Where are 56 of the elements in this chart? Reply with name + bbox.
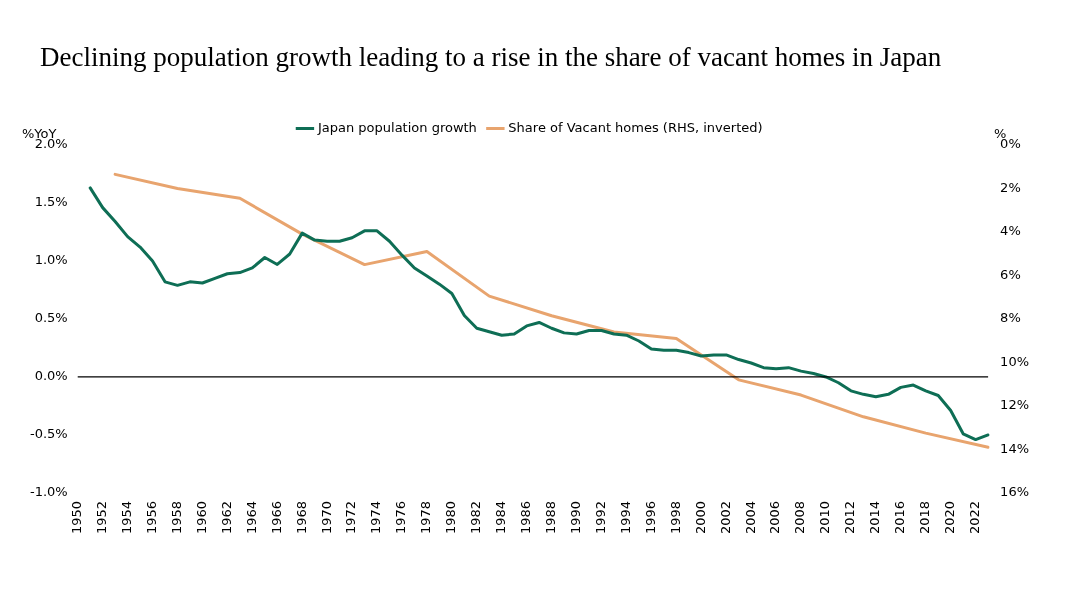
x-tick-label: 1970 [318,500,334,535]
x-tick-label: 1996 [642,500,658,535]
y2-tick-label: 16% [1000,484,1030,500]
x-tick-label: 1964 [243,500,259,535]
y2-tick-label: 2% [1000,179,1021,195]
x-tick-label: 1986 [518,500,534,535]
x-tick-label: 1954 [118,500,134,535]
x-tick-label: 1982 [468,500,484,535]
y-tick-label: 0.0% [34,368,68,384]
x-tick-label: 1980 [443,500,459,535]
x-tick-label: 2004 [742,500,758,535]
y2-tick-label: 10% [1000,353,1030,369]
x-tick-label: 1998 [667,500,683,535]
y2-tick-label: 0% [1000,136,1021,152]
x-tick-label: 2006 [767,500,783,535]
y-tick-label: -0.5% [30,426,68,442]
x-tick-label: 1952 [94,500,110,535]
x-tick-label: 2008 [792,500,808,535]
x-tick-label: 2002 [717,500,733,535]
x-tick-label: 1976 [393,500,409,535]
y2-tick-label: 12% [1000,397,1030,413]
x-tick-label: 1984 [493,500,509,535]
x-tick-label: 1962 [218,500,234,535]
x-tick-label: 1956 [143,500,159,535]
x-tick-label: 2020 [942,500,958,535]
x-tick-label: 2010 [817,500,833,535]
x-tick-label: 1978 [418,500,434,535]
y-tick-label: -1.0% [30,484,68,500]
x-tick-label: 2000 [692,500,708,535]
x-tick-label: 2016 [892,500,908,535]
y2-tick-label: 6% [1000,266,1021,282]
x-tick-label: 1968 [293,500,309,535]
y2-tick-label: 4% [1000,223,1021,239]
y-tick-label: 2.0% [34,136,68,152]
x-tick-label: 1990 [567,500,583,535]
x-tick-label: 2012 [842,500,858,535]
legend-label: Japan population growth [316,119,477,135]
x-tick-label: 1972 [343,500,359,535]
y-tick-label: 1.0% [34,252,68,268]
x-tick-label: 2014 [867,500,883,535]
x-tick-label: 1958 [168,500,184,535]
x-tick-label: 1960 [193,500,209,535]
y2-tick-label: 14% [1000,440,1030,456]
x-tick-label: 1988 [542,500,558,535]
x-tick-label: 1994 [617,500,633,535]
x-tick-label: 1974 [368,500,384,535]
legend-label: Share of Vacant homes (RHS, inverted) [508,119,763,135]
x-tick-label: 2022 [967,500,983,535]
x-tick-label: 2018 [917,500,933,535]
y-tick-label: 1.5% [34,194,68,210]
x-tick-label: 1992 [592,500,608,535]
chart-title: Declining population growth leading to a rise in the share of vacant homes in Japan [40,42,942,73]
y2-tick-label: 8% [1000,310,1021,326]
y-tick-label: 0.5% [34,310,68,326]
x-tick-label: 1966 [268,500,284,535]
x-tick-label: 1950 [69,500,85,535]
